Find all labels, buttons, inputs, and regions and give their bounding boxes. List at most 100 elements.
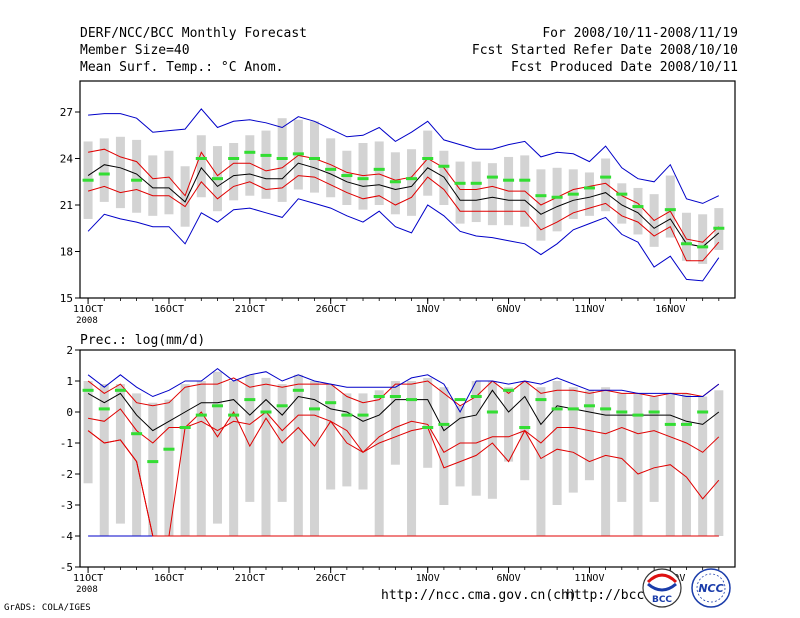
x-tick-label: 21OCT (235, 573, 265, 584)
ncc-logo-ring (691, 568, 731, 608)
spread-box-day-24 (455, 405, 465, 487)
median-mark-day-2 (98, 172, 110, 176)
median-mark-day-18 (357, 177, 369, 181)
spread-box-day-34 (617, 393, 627, 502)
median-mark-day-16 (325, 167, 337, 171)
spread-box-day-4 (132, 393, 142, 536)
spread-box-day-5 (148, 402, 158, 536)
spread-box-day-39 (698, 214, 708, 264)
bcc-logo-arc (646, 573, 678, 584)
spread-box-day-26 (487, 163, 497, 226)
y-tick-label: 0 (66, 406, 73, 419)
x-tick-label: 26OCT (316, 573, 346, 584)
median-mark-day-12 (260, 153, 272, 157)
logos: BCC NCC (642, 568, 731, 608)
median-mark-day-29 (535, 398, 547, 402)
spread-box-day-12 (261, 130, 271, 199)
median-mark-day-27 (503, 178, 515, 182)
spread-box-day-2 (99, 384, 109, 536)
spread-box-day-9 (212, 371, 222, 524)
x-tick-label: 16NOV (655, 304, 685, 315)
bcc-url[interactable]: http://bcc.c (566, 588, 660, 603)
spread-box-day-17 (342, 393, 352, 487)
ncc-url[interactable]: http://ncc.cma.gov.cn(ch) (381, 588, 577, 603)
panel-temp: 15 18 21 24 27 11OCT 16OCT 21OCT 26OCT 1NOV 6NOV 11… (60, 80, 736, 326)
bcc-logo-text: BCC (652, 595, 672, 605)
spread-box-day-35 (633, 187, 643, 235)
series-ensemble-mean (87, 162, 720, 248)
median-mark-day-37 (664, 208, 676, 212)
spread-box-day-32 (584, 172, 594, 216)
median-mark-day-37 (664, 422, 676, 426)
spread-box-day-19 (374, 141, 384, 205)
spread-box-day-10 (229, 143, 239, 201)
x-tick-label: 16OCT (154, 304, 184, 315)
spread-box-day-15 (310, 121, 320, 193)
spread-box-day-6 (164, 399, 174, 536)
median-mark-day-30 (551, 407, 563, 411)
median-mark-day-30 (551, 195, 563, 199)
spread-box-day-8 (196, 381, 206, 536)
series-upper-envelope (87, 367, 720, 414)
median-mark-day-25 (470, 395, 482, 398)
median-mark-day-16 (325, 401, 337, 405)
spread-box-day-7 (180, 384, 190, 536)
spread-box-day-38 (681, 212, 691, 261)
grads-credit: GrADS: COLA/IGES (4, 603, 91, 613)
spread-box-day-1 (83, 381, 93, 484)
spread-box-day-32 (584, 390, 594, 481)
spread-box-day-33 (601, 158, 611, 212)
spread-box-day-2 (99, 138, 109, 202)
median-mark-day-25 (470, 181, 482, 185)
spread-box-day-24 (455, 161, 465, 224)
spread-box-day-26 (487, 381, 497, 499)
spread-box-day-21 (407, 381, 417, 536)
spread-box-day-20 (390, 152, 400, 215)
median-mark-day-8 (195, 157, 207, 160)
median-mark-day-15 (309, 407, 321, 411)
chart-title: DERF/NCC/BCC Monthly Forecast (80, 26, 307, 41)
x-tick-label: 1NOV (416, 304, 440, 315)
x-tick-label: 11OCT (73, 304, 103, 315)
spread-box-day-6 (164, 150, 174, 215)
x-tick-label: 16OCT (154, 573, 184, 584)
y-tick-label: -3 (60, 499, 73, 512)
series-ensemble-mean (87, 389, 720, 432)
forecast-started: Fcst Started Refer Date 2008/10/10 (471, 43, 738, 58)
median-mark-day-11 (244, 150, 256, 154)
median-mark-day-22 (422, 157, 434, 160)
spread-box-day-39 (698, 396, 708, 536)
median-mark-day-24 (454, 181, 466, 185)
series-mean-sd (87, 175, 720, 262)
median-mark-day-5 (147, 460, 159, 464)
spread-box-day-25 (471, 381, 481, 496)
spread-box-day-27 (504, 387, 514, 462)
header-right: For 2008/10/11-2008/11/19 Fcst Started Re… (472, 25, 738, 76)
spread-box-day-16 (326, 138, 336, 198)
y-tick-label: 24 (60, 153, 74, 166)
median-mark-day-4 (131, 178, 143, 182)
x-tick-label: 11NOV (574, 573, 604, 584)
median-mark-day-21 (406, 398, 418, 402)
y-tick-label: 27 (60, 106, 73, 119)
spread-box-day-8 (196, 135, 206, 198)
median-mark-day-13 (276, 404, 288, 408)
x-tick-label: 11NOV (574, 304, 604, 315)
median-mark-day-28 (519, 178, 531, 182)
median-mark-day-13 (276, 157, 288, 160)
spread-box-day-11 (245, 374, 255, 502)
median-mark-day-4 (131, 432, 143, 436)
median-mark-day-15 (309, 157, 321, 160)
median-mark-day-34 (616, 410, 628, 414)
median-mark-day-29 (535, 194, 547, 198)
median-mark-day-11 (244, 398, 256, 402)
median-mark-day-17 (341, 174, 353, 178)
series-ensemble-minimum (87, 430, 719, 537)
spread-box-day-15 (310, 381, 320, 536)
median-mark-day-2 (98, 407, 110, 411)
y-tick-label: -1 (60, 437, 73, 450)
median-mark-day-14 (292, 388, 304, 392)
series-mean-sd (87, 377, 720, 407)
spread-box-day-18 (358, 143, 368, 210)
